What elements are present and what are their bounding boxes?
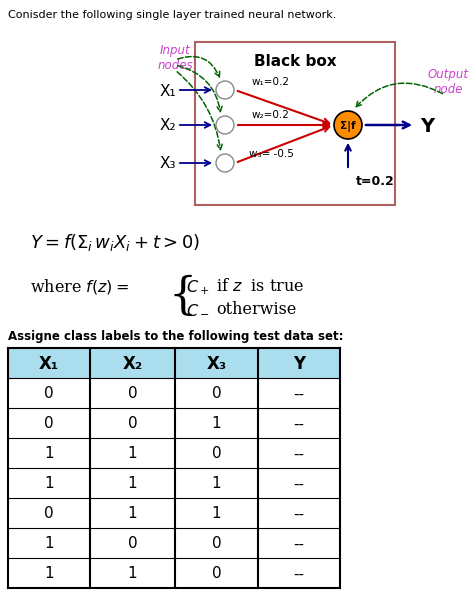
Text: {: { [168, 275, 196, 318]
Text: --: -- [294, 447, 304, 461]
Text: Output
node: Output node [428, 68, 469, 96]
Text: $Y = f(\Sigma_i\, w_i X_i +t > 0)$: $Y = f(\Sigma_i\, w_i X_i +t > 0)$ [30, 232, 200, 253]
Circle shape [216, 81, 234, 99]
Text: w₂=0.2: w₂=0.2 [252, 110, 290, 120]
Text: 1: 1 [128, 506, 137, 521]
Text: Black box: Black box [254, 54, 336, 69]
Text: Y: Y [293, 355, 305, 373]
Circle shape [216, 154, 234, 172]
Text: --: -- [294, 506, 304, 521]
Text: w₁=0.2: w₁=0.2 [252, 77, 290, 87]
Text: --: -- [294, 566, 304, 582]
Text: 1: 1 [128, 447, 137, 461]
Text: $C_+$: $C_+$ [186, 278, 210, 297]
Circle shape [216, 116, 234, 134]
Text: 1: 1 [212, 416, 221, 432]
Text: w₃= -0.5: w₃= -0.5 [249, 149, 294, 159]
Text: X₃: X₃ [206, 355, 227, 373]
Text: 0: 0 [212, 537, 221, 552]
Text: Conisder the following single layer trained neural network.: Conisder the following single layer trai… [8, 10, 336, 20]
Text: 0: 0 [212, 387, 221, 401]
Text: 1: 1 [44, 537, 54, 552]
Text: 0: 0 [128, 387, 137, 401]
Text: 0: 0 [44, 416, 54, 432]
Text: if $z$  is true: if $z$ is true [216, 278, 304, 295]
Circle shape [334, 111, 362, 139]
Text: 0: 0 [128, 416, 137, 432]
Text: X₂: X₂ [122, 355, 143, 373]
Text: 0: 0 [212, 447, 221, 461]
Text: 1: 1 [212, 476, 221, 492]
Text: 1: 1 [128, 566, 137, 582]
Text: 0: 0 [44, 387, 54, 401]
Text: 1: 1 [44, 566, 54, 582]
Text: Input
nodes: Input nodes [157, 44, 193, 72]
Text: $C_-$: $C_-$ [186, 301, 210, 318]
Text: 0: 0 [44, 506, 54, 521]
Text: 0: 0 [128, 537, 137, 552]
Text: 0: 0 [212, 566, 221, 582]
Text: otherwise: otherwise [216, 301, 296, 318]
Text: 1: 1 [44, 447, 54, 461]
Text: X₃: X₃ [160, 157, 176, 172]
Text: Assigne class labels to the following test data set:: Assigne class labels to the following te… [8, 330, 343, 343]
Text: X₂: X₂ [159, 118, 176, 134]
FancyBboxPatch shape [8, 348, 340, 378]
Text: --: -- [294, 416, 304, 432]
FancyBboxPatch shape [195, 42, 395, 205]
Text: X₁: X₁ [159, 84, 176, 98]
Text: --: -- [294, 476, 304, 492]
Text: 1: 1 [44, 476, 54, 492]
Text: X₁: X₁ [39, 355, 59, 373]
Text: t=0.2: t=0.2 [356, 175, 395, 188]
Text: --: -- [294, 537, 304, 552]
Text: 1: 1 [128, 476, 137, 492]
Text: 1: 1 [212, 506, 221, 521]
Text: Σ|f: Σ|f [340, 121, 356, 132]
Text: --: -- [294, 387, 304, 401]
Text: Y: Y [420, 117, 434, 135]
Text: where $f(z) =$: where $f(z) =$ [30, 277, 129, 296]
